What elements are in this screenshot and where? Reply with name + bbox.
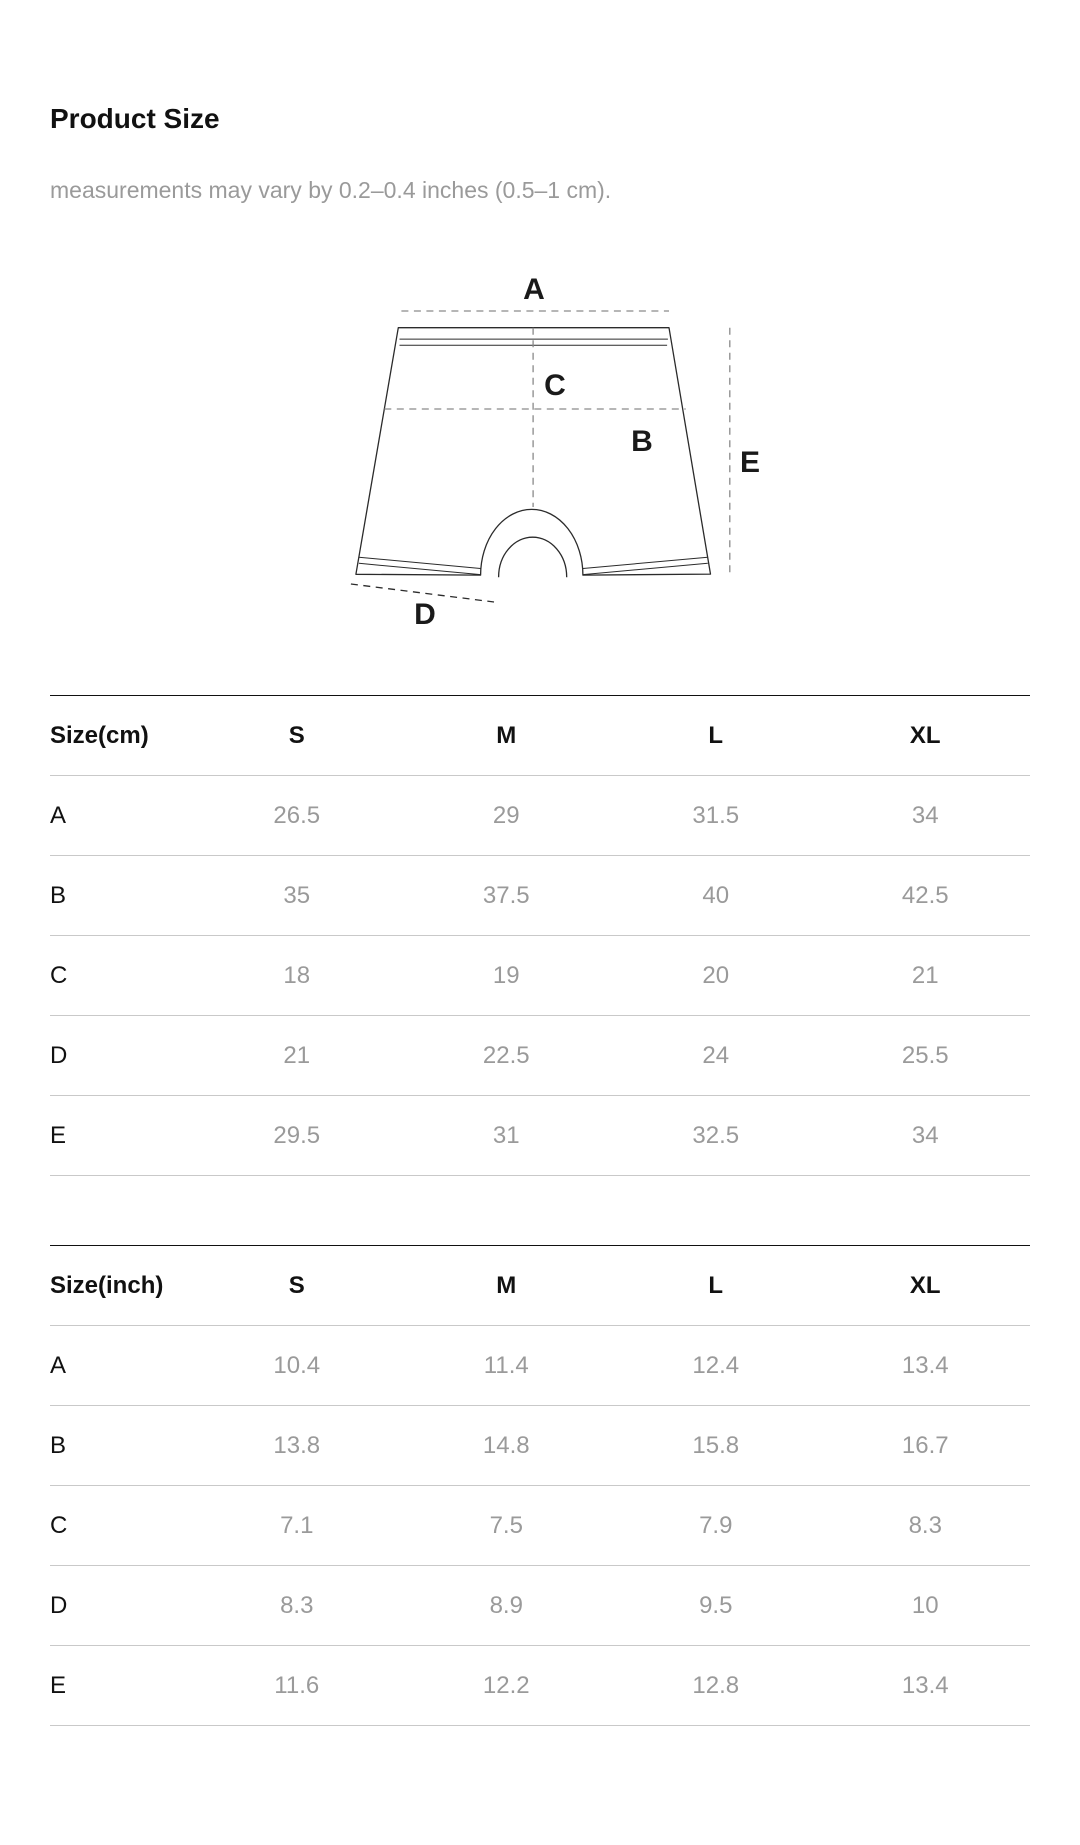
svg-text:A: A [523,273,545,306]
svg-text:B: B [631,425,653,458]
svg-text:E: E [740,446,760,479]
svg-text:C: C [544,369,566,402]
svg-text:D: D [414,598,436,631]
